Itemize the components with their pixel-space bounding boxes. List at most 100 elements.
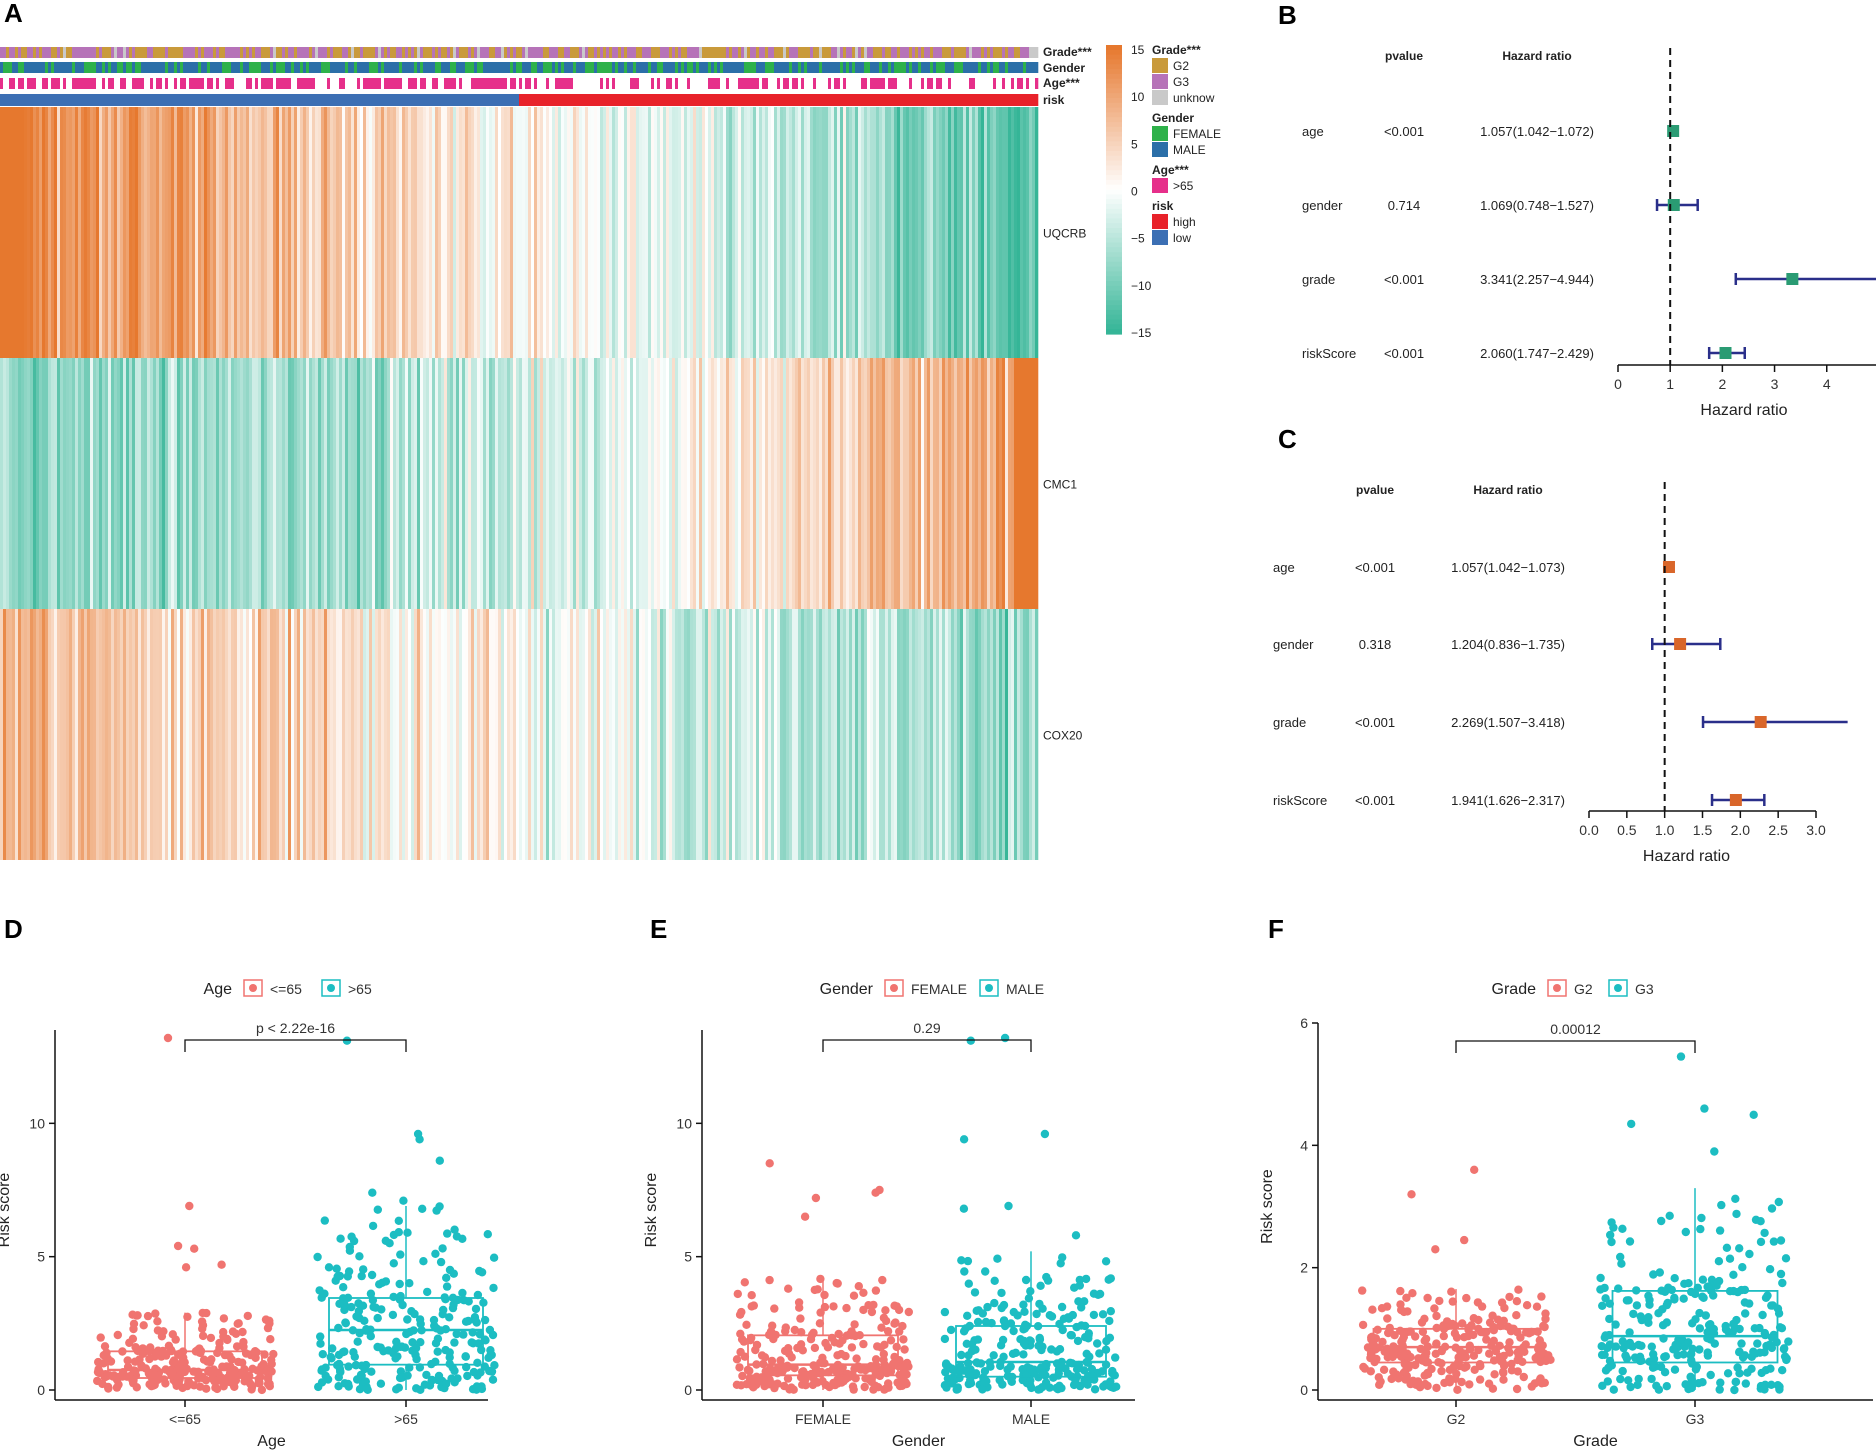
- heat-cell: [561, 107, 565, 358]
- heat-cell: [798, 609, 802, 860]
- heat-cell: [684, 107, 688, 358]
- gender-cell: [834, 62, 838, 73]
- forest-header-pvalue: pvalue: [1385, 49, 1423, 63]
- heat-cell: [495, 609, 499, 860]
- box-point: [847, 1343, 857, 1352]
- gender-cell: [123, 62, 127, 73]
- age-cell: [699, 78, 703, 89]
- heat-cell: [219, 358, 223, 609]
- box-point: [1611, 1342, 1621, 1351]
- grade-cell: [1014, 47, 1018, 58]
- heat-cell: [591, 107, 595, 358]
- box-point: [1447, 1287, 1456, 1296]
- heat-cell: [795, 107, 799, 358]
- heat-cell: [1026, 107, 1030, 358]
- risk-cell: [399, 94, 403, 106]
- heat-cell: [309, 358, 313, 609]
- heat-cell: [222, 358, 226, 609]
- heat-cell: [162, 609, 166, 860]
- box-point: [1679, 1294, 1688, 1303]
- heat-cell: [756, 609, 760, 860]
- grade-cell: [450, 47, 454, 58]
- forest-row-label: gender: [1302, 198, 1343, 213]
- heat-cell: [249, 609, 253, 860]
- heat-cell: [501, 358, 505, 609]
- forest-row-label: age: [1273, 560, 1295, 575]
- box-point: [1647, 1342, 1657, 1351]
- grade-cell: [282, 47, 286, 58]
- heat-cell: [873, 107, 877, 358]
- heat-cell: [480, 358, 484, 609]
- heat-cell: [72, 358, 76, 609]
- box-point: [396, 1367, 406, 1376]
- heat-cell: [537, 107, 541, 358]
- heat-cell: [351, 107, 355, 358]
- heat-cell: [144, 609, 148, 860]
- gender-cell: [501, 62, 505, 73]
- risk-cell: [117, 94, 121, 106]
- grade-cell: [549, 47, 553, 58]
- heat-cell: [360, 609, 364, 860]
- box-point: [324, 1263, 334, 1272]
- age-cell: [27, 78, 31, 89]
- risk-cell: [99, 94, 103, 106]
- gender-cell: [189, 62, 193, 73]
- box-point: [1052, 1347, 1062, 1356]
- risk-cell: [840, 94, 844, 106]
- heat-cell: [111, 609, 115, 860]
- heat-cell: [300, 107, 304, 358]
- gender-cell: [447, 62, 451, 73]
- risk-cell: [672, 94, 676, 106]
- significance-label: 0.29: [913, 1020, 940, 1036]
- heat-cell: [963, 107, 967, 358]
- gender-cell: [1035, 62, 1039, 73]
- gender-cell: [549, 62, 553, 73]
- risk-cell: [465, 94, 469, 106]
- risk-cell: [417, 94, 421, 106]
- heat-cell: [768, 358, 772, 609]
- box-point: [808, 1380, 818, 1390]
- risk-cell: [318, 94, 322, 106]
- risk-cell: [486, 94, 490, 106]
- heat-cell: [117, 107, 121, 358]
- annotation-tracks: [0, 47, 1039, 106]
- grade-cell: [351, 47, 355, 58]
- risk-cell: [708, 94, 712, 106]
- gender-cell: [51, 62, 55, 73]
- heat-cell: [906, 107, 910, 358]
- grade-cell: [768, 47, 772, 58]
- heat-cell: [741, 609, 745, 860]
- risk-cell: [678, 94, 682, 106]
- age-cell: [753, 78, 757, 89]
- risk-cell: [210, 94, 214, 106]
- age-cell: [588, 78, 592, 89]
- heat-cell: [174, 358, 178, 609]
- heat-cell: [78, 107, 82, 358]
- heat-cell: [687, 358, 691, 609]
- box-point: [1019, 1336, 1029, 1346]
- risk-cell: [969, 94, 973, 106]
- box-point: [1489, 1322, 1498, 1332]
- box-point: [1377, 1304, 1387, 1313]
- heat-cell: [582, 107, 586, 358]
- risk-cell: [1014, 94, 1018, 106]
- age-cell: [495, 78, 499, 89]
- heat-cell: [603, 358, 607, 609]
- heat-cell: [387, 358, 391, 609]
- box-point: [396, 1250, 405, 1259]
- heat-cell: [480, 609, 484, 860]
- gender-cell: [993, 62, 997, 73]
- box-point: [770, 1304, 779, 1313]
- age-cell: [309, 78, 313, 89]
- box-point: [453, 1374, 462, 1383]
- age-cell: [669, 78, 673, 89]
- age-cell: [984, 78, 988, 89]
- significance-bracket: [184, 1039, 407, 1052]
- box-legend-dot: [985, 984, 993, 992]
- age-cell: [717, 78, 721, 89]
- box-point: [1680, 1279, 1689, 1289]
- gender-cell: [543, 62, 547, 73]
